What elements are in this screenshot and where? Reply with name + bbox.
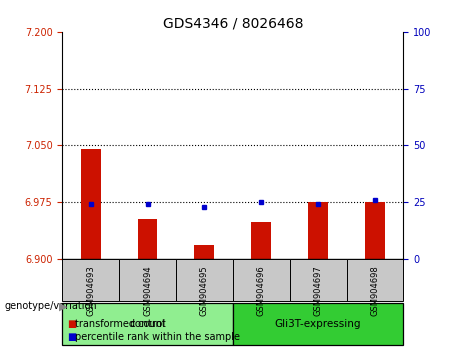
Text: GSM904698: GSM904698 xyxy=(371,265,379,316)
Bar xyxy=(251,222,271,259)
Bar xyxy=(347,259,403,301)
Bar xyxy=(308,202,328,259)
Bar xyxy=(233,303,403,345)
Text: Gli3T-expressing: Gli3T-expressing xyxy=(275,319,361,329)
Text: transformed count: transformed count xyxy=(75,319,166,329)
Bar xyxy=(137,219,158,259)
Text: control: control xyxy=(130,319,165,329)
Bar xyxy=(62,259,119,301)
Text: ■: ■ xyxy=(67,319,76,329)
Bar xyxy=(195,245,214,259)
Text: percentile rank within the sample: percentile rank within the sample xyxy=(75,332,240,342)
Bar xyxy=(62,303,233,345)
Bar xyxy=(365,202,385,259)
Bar xyxy=(176,259,233,301)
Text: GSM904695: GSM904695 xyxy=(200,265,209,316)
Bar xyxy=(119,259,176,301)
Text: GSM904693: GSM904693 xyxy=(86,265,95,316)
Text: GSM904694: GSM904694 xyxy=(143,265,152,316)
Text: GSM904697: GSM904697 xyxy=(313,265,323,316)
Text: genotype/variation: genotype/variation xyxy=(5,301,97,311)
Text: ▶: ▶ xyxy=(59,301,67,311)
Bar xyxy=(233,259,290,301)
Text: ■: ■ xyxy=(67,332,76,342)
Title: GDS4346 / 8026468: GDS4346 / 8026468 xyxy=(163,17,303,31)
Text: GSM904696: GSM904696 xyxy=(257,265,266,316)
Bar xyxy=(290,259,347,301)
Bar xyxy=(81,149,100,259)
